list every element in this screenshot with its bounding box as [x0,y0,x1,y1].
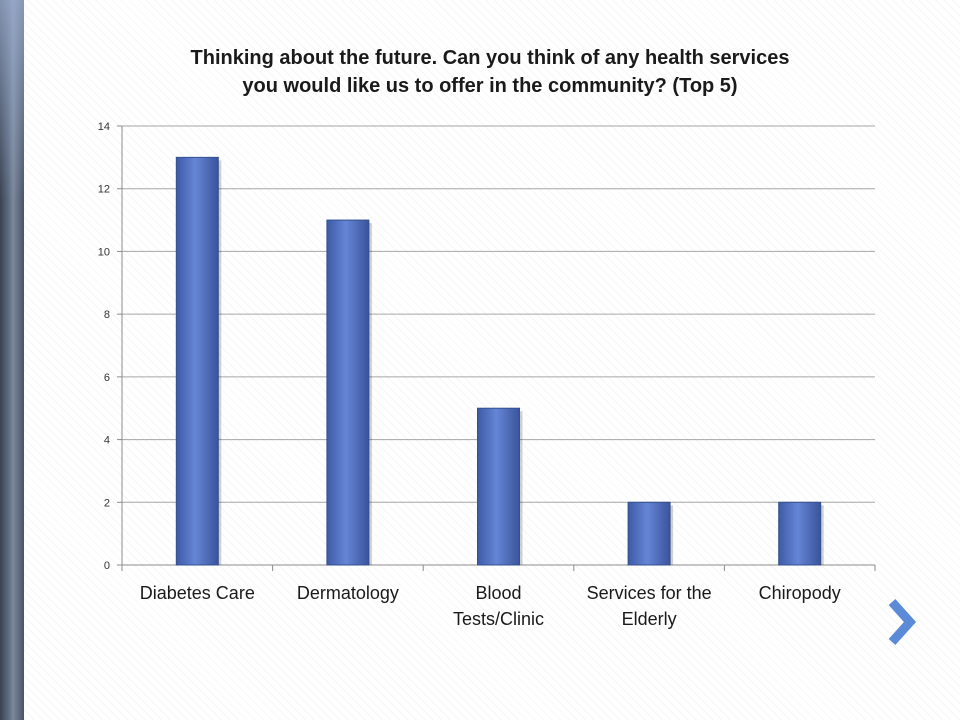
x-category-label: Services for the Elderly [587,583,712,629]
x-category-label-line: Services for the [587,583,712,603]
y-tick-label: 2 [104,497,110,509]
x-category-label: Chiropody [759,583,841,603]
bar [627,501,671,566]
bar [326,219,370,566]
x-category-label-line: Blood [475,583,521,603]
y-tick-label: 6 [104,372,110,384]
slide-side-bar [0,0,24,720]
x-category-label-line: Dermatology [297,583,399,603]
chart-title: Thinking about the future. Can you think… [190,47,790,97]
y-tick-label: 10 [98,246,110,258]
chevron-right-icon[interactable] [884,598,918,646]
x-category-label-line: Tests/Clinic [453,609,544,629]
y-tick-label: 4 [104,435,110,447]
bar [477,407,520,566]
x-category-label: Dermatology [297,583,399,603]
bar [778,501,822,566]
bar [175,156,219,566]
x-category-label: Diabetes Care [140,583,255,603]
y-tick-label: 0 [104,560,110,572]
y-tick-label: 12 [98,184,110,196]
x-category-label-line: Diabetes Care [140,583,255,603]
y-tick-label: 14 [98,121,110,133]
x-category-label-line: Chiropody [759,583,841,603]
y-tick-label: 8 [104,309,110,321]
x-category-label-line: Elderly [622,609,677,629]
x-category-label: Blood Tests/Clinic [453,583,544,629]
